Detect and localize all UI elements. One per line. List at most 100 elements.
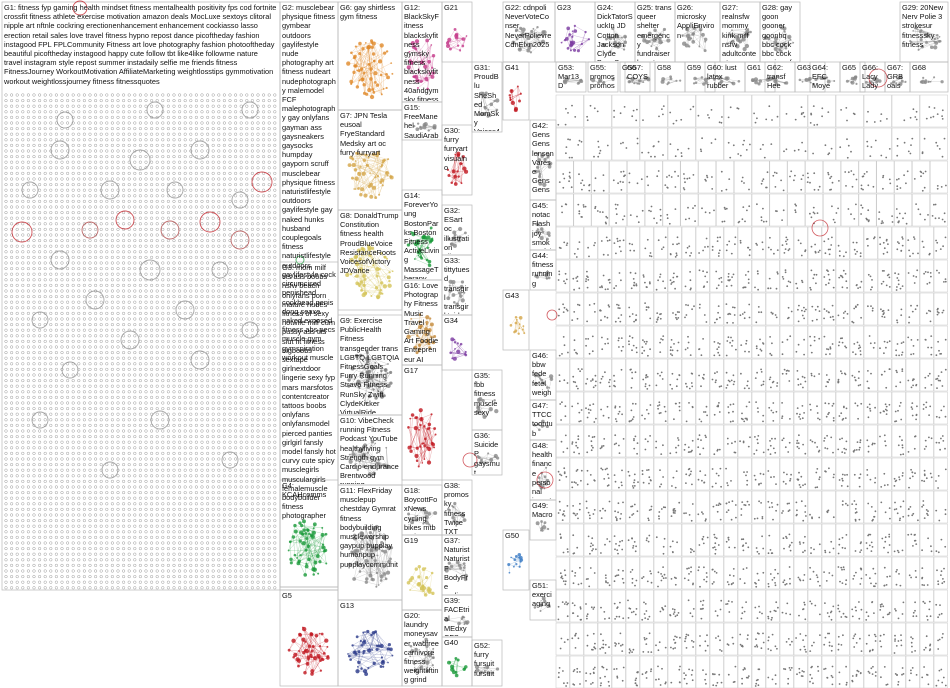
- small-groups-grid: [555, 94, 948, 688]
- g24-cell: [594, 1, 636, 63]
- g1-rings: [11, 0, 305, 479]
- g51-cluster: [533, 596, 551, 613]
- g37-cell: [441, 534, 473, 596]
- g49-cluster: [535, 520, 550, 532]
- g29-cluster: [909, 26, 942, 51]
- g15-cell: [401, 101, 443, 141]
- g62-cell: [764, 61, 796, 93]
- g61-cell: [744, 61, 776, 93]
- g42-cell: [529, 119, 557, 201]
- g22-cluster: [511, 26, 547, 54]
- g55-cell: [587, 61, 619, 93]
- g49-cell: [529, 499, 557, 541]
- g58-cluster: [660, 75, 682, 86]
- g21-cell: [441, 1, 473, 63]
- g26-cluster: [681, 24, 708, 53]
- g35-cluster: [475, 397, 499, 419]
- g13-cluster: [347, 629, 394, 676]
- g12-cell: [401, 1, 443, 103]
- g45-cluster: [535, 222, 551, 241]
- g39-cluster: [444, 615, 470, 626]
- g30-cluster: [446, 151, 469, 186]
- g57-cluster: [630, 76, 651, 85]
- g27-cell: [719, 1, 761, 63]
- g40-cluster: [447, 656, 468, 678]
- g10-cluster: [348, 439, 391, 477]
- g31-cell: [471, 61, 503, 133]
- g44-cell: [529, 249, 557, 291]
- g21-cluster: [445, 27, 468, 52]
- g57-cell: [624, 61, 656, 93]
- g59-cell: [684, 61, 716, 93]
- g50-cluster: [507, 552, 524, 574]
- g19-cell: [401, 534, 443, 611]
- g7-cluster: [347, 151, 394, 200]
- g28-cluster: [763, 25, 795, 53]
- g41-cell: [502, 61, 530, 121]
- g36-cluster: [476, 452, 500, 465]
- g16-cell: [401, 279, 443, 366]
- g32-cluster: [447, 226, 467, 248]
- highlight-ring: [811, 219, 829, 237]
- g27-cluster: [725, 28, 752, 52]
- g62-cluster: [767, 75, 789, 86]
- g34-cluster: [449, 337, 468, 361]
- g44-cluster: [534, 270, 551, 280]
- highlight-ring: [536, 471, 554, 489]
- g12-cluster: [406, 38, 436, 91]
- g47-cluster: [533, 419, 549, 432]
- g33-cluster: [446, 279, 466, 307]
- highlight-ring: [462, 452, 478, 468]
- g18-cluster: [407, 507, 438, 526]
- g34-cell: [441, 314, 473, 371]
- g36-cell: [471, 429, 503, 476]
- g11-cluster: [348, 524, 394, 588]
- g17-cluster: [407, 408, 437, 468]
- g13-cell: [337, 599, 403, 687]
- g59-cluster: [692, 76, 710, 86]
- g28-cell: [759, 1, 801, 63]
- g67-cell: [884, 61, 911, 93]
- g61-cluster: [750, 77, 771, 86]
- g40-cell: [441, 636, 473, 687]
- g68-cell: [909, 61, 949, 93]
- g1-cell: [1, 1, 281, 591]
- g14-cluster: [406, 226, 434, 268]
- g19-cluster: [406, 564, 435, 597]
- g15-cluster: [413, 122, 437, 132]
- g4-cell: [279, 479, 339, 591]
- g25-cluster: [640, 27, 671, 51]
- g43-cell: [502, 289, 530, 351]
- g24-cluster: [602, 26, 628, 53]
- g66-cluster: [864, 76, 882, 85]
- g37-cluster: [444, 560, 469, 582]
- highlight-ring: [868, 68, 888, 88]
- g23-cluster: [560, 24, 591, 53]
- g48-cell: [529, 439, 557, 501]
- g41-cluster: [508, 85, 522, 113]
- g6-cell: [337, 1, 403, 111]
- g46-cluster: [533, 373, 554, 389]
- g2-cell: [279, 1, 339, 588]
- g68-cluster: [919, 76, 944, 85]
- g50-cell: [502, 529, 530, 591]
- g66-cell: [859, 61, 886, 93]
- g38-cell: [441, 479, 473, 536]
- g9-cluster: [347, 349, 393, 405]
- g32-cell: [441, 204, 473, 256]
- g52-cell: [471, 639, 503, 687]
- g67-cluster: [890, 75, 907, 87]
- g52-cluster: [474, 664, 500, 675]
- g5-cluster: [287, 626, 330, 676]
- g20-cell: [401, 609, 443, 687]
- g6-cluster: [346, 39, 394, 100]
- g65-cluster: [845, 75, 858, 86]
- g1-isolate-grid: [4, 93, 277, 590]
- g38-cluster: [447, 501, 467, 527]
- g14-cell: [401, 189, 443, 281]
- g35-cell: [471, 369, 503, 431]
- g39-cell: [441, 594, 473, 638]
- g30-cell: [441, 124, 473, 196]
- g43-cluster: [509, 315, 526, 335]
- g55-cluster: [591, 77, 615, 85]
